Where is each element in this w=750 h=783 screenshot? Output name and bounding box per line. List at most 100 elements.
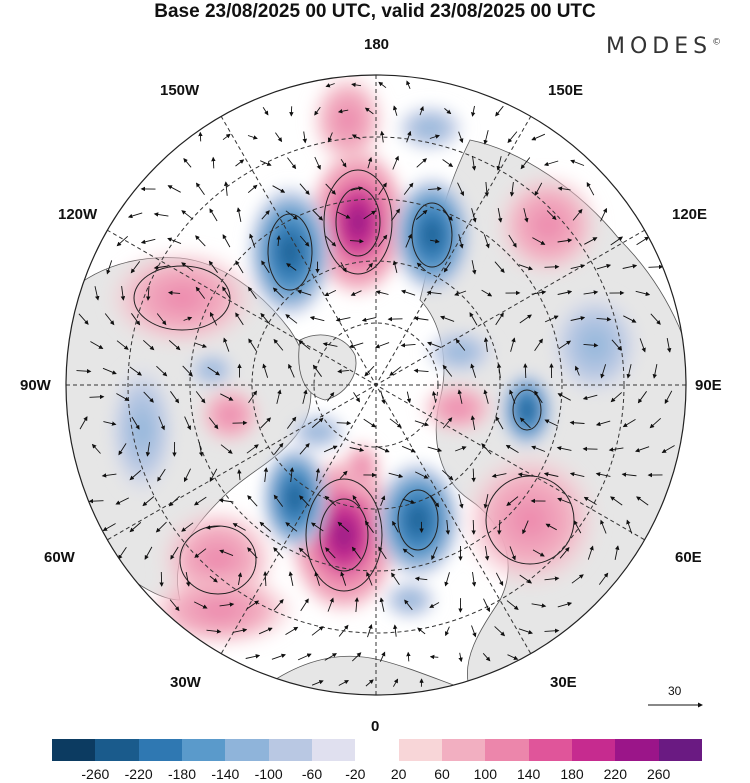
wind-vector [559,547,570,559]
wind-vector [222,234,231,248]
wind-vector [495,312,504,326]
wind-vector [595,472,611,477]
wind-vector [272,185,286,193]
wind-vector [209,208,218,222]
wind-vector [116,235,129,247]
wind-vector [314,106,321,116]
wind-vector [506,496,519,506]
wind-vector [392,155,399,170]
wind-vector [211,156,216,169]
colorbar-swatch [485,739,529,761]
wind-vector [413,368,429,373]
wind-vector [483,389,489,404]
wind-vector [429,134,440,139]
wind-vector [205,525,221,530]
wind-vector [88,498,104,504]
lon-label-90e: 90E [695,377,722,394]
wind-vector [335,317,351,322]
wind-vector [481,443,492,455]
wind-vector [181,210,194,220]
wind-vector [532,237,546,245]
wind-vector [543,160,559,167]
wind-vector [339,470,348,479]
wind-vector [506,600,519,610]
wind-vector [235,260,244,274]
wind-vector [507,654,519,660]
wind-vector [287,157,297,170]
wind-vector [286,416,297,429]
wind-vector [571,574,584,584]
wind-vector [145,442,151,457]
wind-vector [582,394,598,401]
wind-vector [315,468,321,482]
wind-vector [375,445,390,453]
wind-vector [246,444,259,454]
wind-vector [183,158,192,168]
wind-vector [416,262,426,272]
wind-vector [401,289,416,296]
wind-vector [271,653,286,660]
wind-vector [455,446,467,452]
wind-vector [415,209,428,220]
wind-vector [302,389,308,404]
wind-vector [570,316,586,321]
wind-vector [273,599,284,611]
colorbar-swatch [355,739,399,761]
wind-vector [600,207,607,222]
wind-vector [557,238,573,243]
wind-vector [263,571,268,587]
wind-vector [598,572,609,585]
wind-vector [286,263,297,271]
wind-vector [115,497,129,505]
wind-vector [557,393,571,401]
wind-vector [392,260,398,274]
wind-vector [611,339,622,351]
wind-vector [505,444,519,453]
wind-vector [531,133,546,141]
wind-vector [351,546,361,559]
wind-vector [544,419,558,427]
lon-label-180: 180 [364,36,390,53]
wind-vector [209,468,218,482]
wind-vector [471,625,477,638]
wind-vector [366,262,373,271]
wind-vector [523,208,529,223]
wind-vector [491,473,507,478]
wind-vector [380,130,385,143]
colorbar-tick-label: 20 [390,766,407,782]
wind-vector [367,156,373,169]
wind-vector [483,130,489,145]
wind-vector [104,313,115,326]
wind-vector [557,497,572,504]
wind-vector [220,444,233,454]
colorbar-swatch [311,739,356,761]
wind-vector [325,183,336,195]
wind-vector [354,597,360,613]
wind-vector [131,416,140,430]
wind-vector [127,212,143,219]
wind-vector [414,576,428,581]
lon-label-60e: 60E [675,549,702,566]
wind-vector [337,211,351,219]
colorbar-tick-label: -180 [167,766,197,782]
colorbar-ticks: -260 -220 -180 -140 -100 -60 -20 20 60 100 140 180 2… [0,766,750,783]
wind-vector [510,337,516,352]
wind-vector [324,653,337,661]
wind-vector [610,236,624,246]
wind-vector [519,314,532,324]
wind-vector [494,261,505,273]
wind-vector [440,315,455,322]
wind-vector [608,447,624,452]
wind-vector [170,391,180,404]
wind-vector [247,495,258,507]
wind-vector [129,366,142,376]
wind-vector [595,420,611,427]
wind-vector [363,210,377,220]
wind-vector [262,107,269,116]
wind-vector [531,290,547,295]
wind-vector [232,628,248,633]
wind-vector [247,184,258,194]
wind-vector [102,367,117,375]
wind-vector [302,131,308,144]
wind-vector [91,443,101,454]
